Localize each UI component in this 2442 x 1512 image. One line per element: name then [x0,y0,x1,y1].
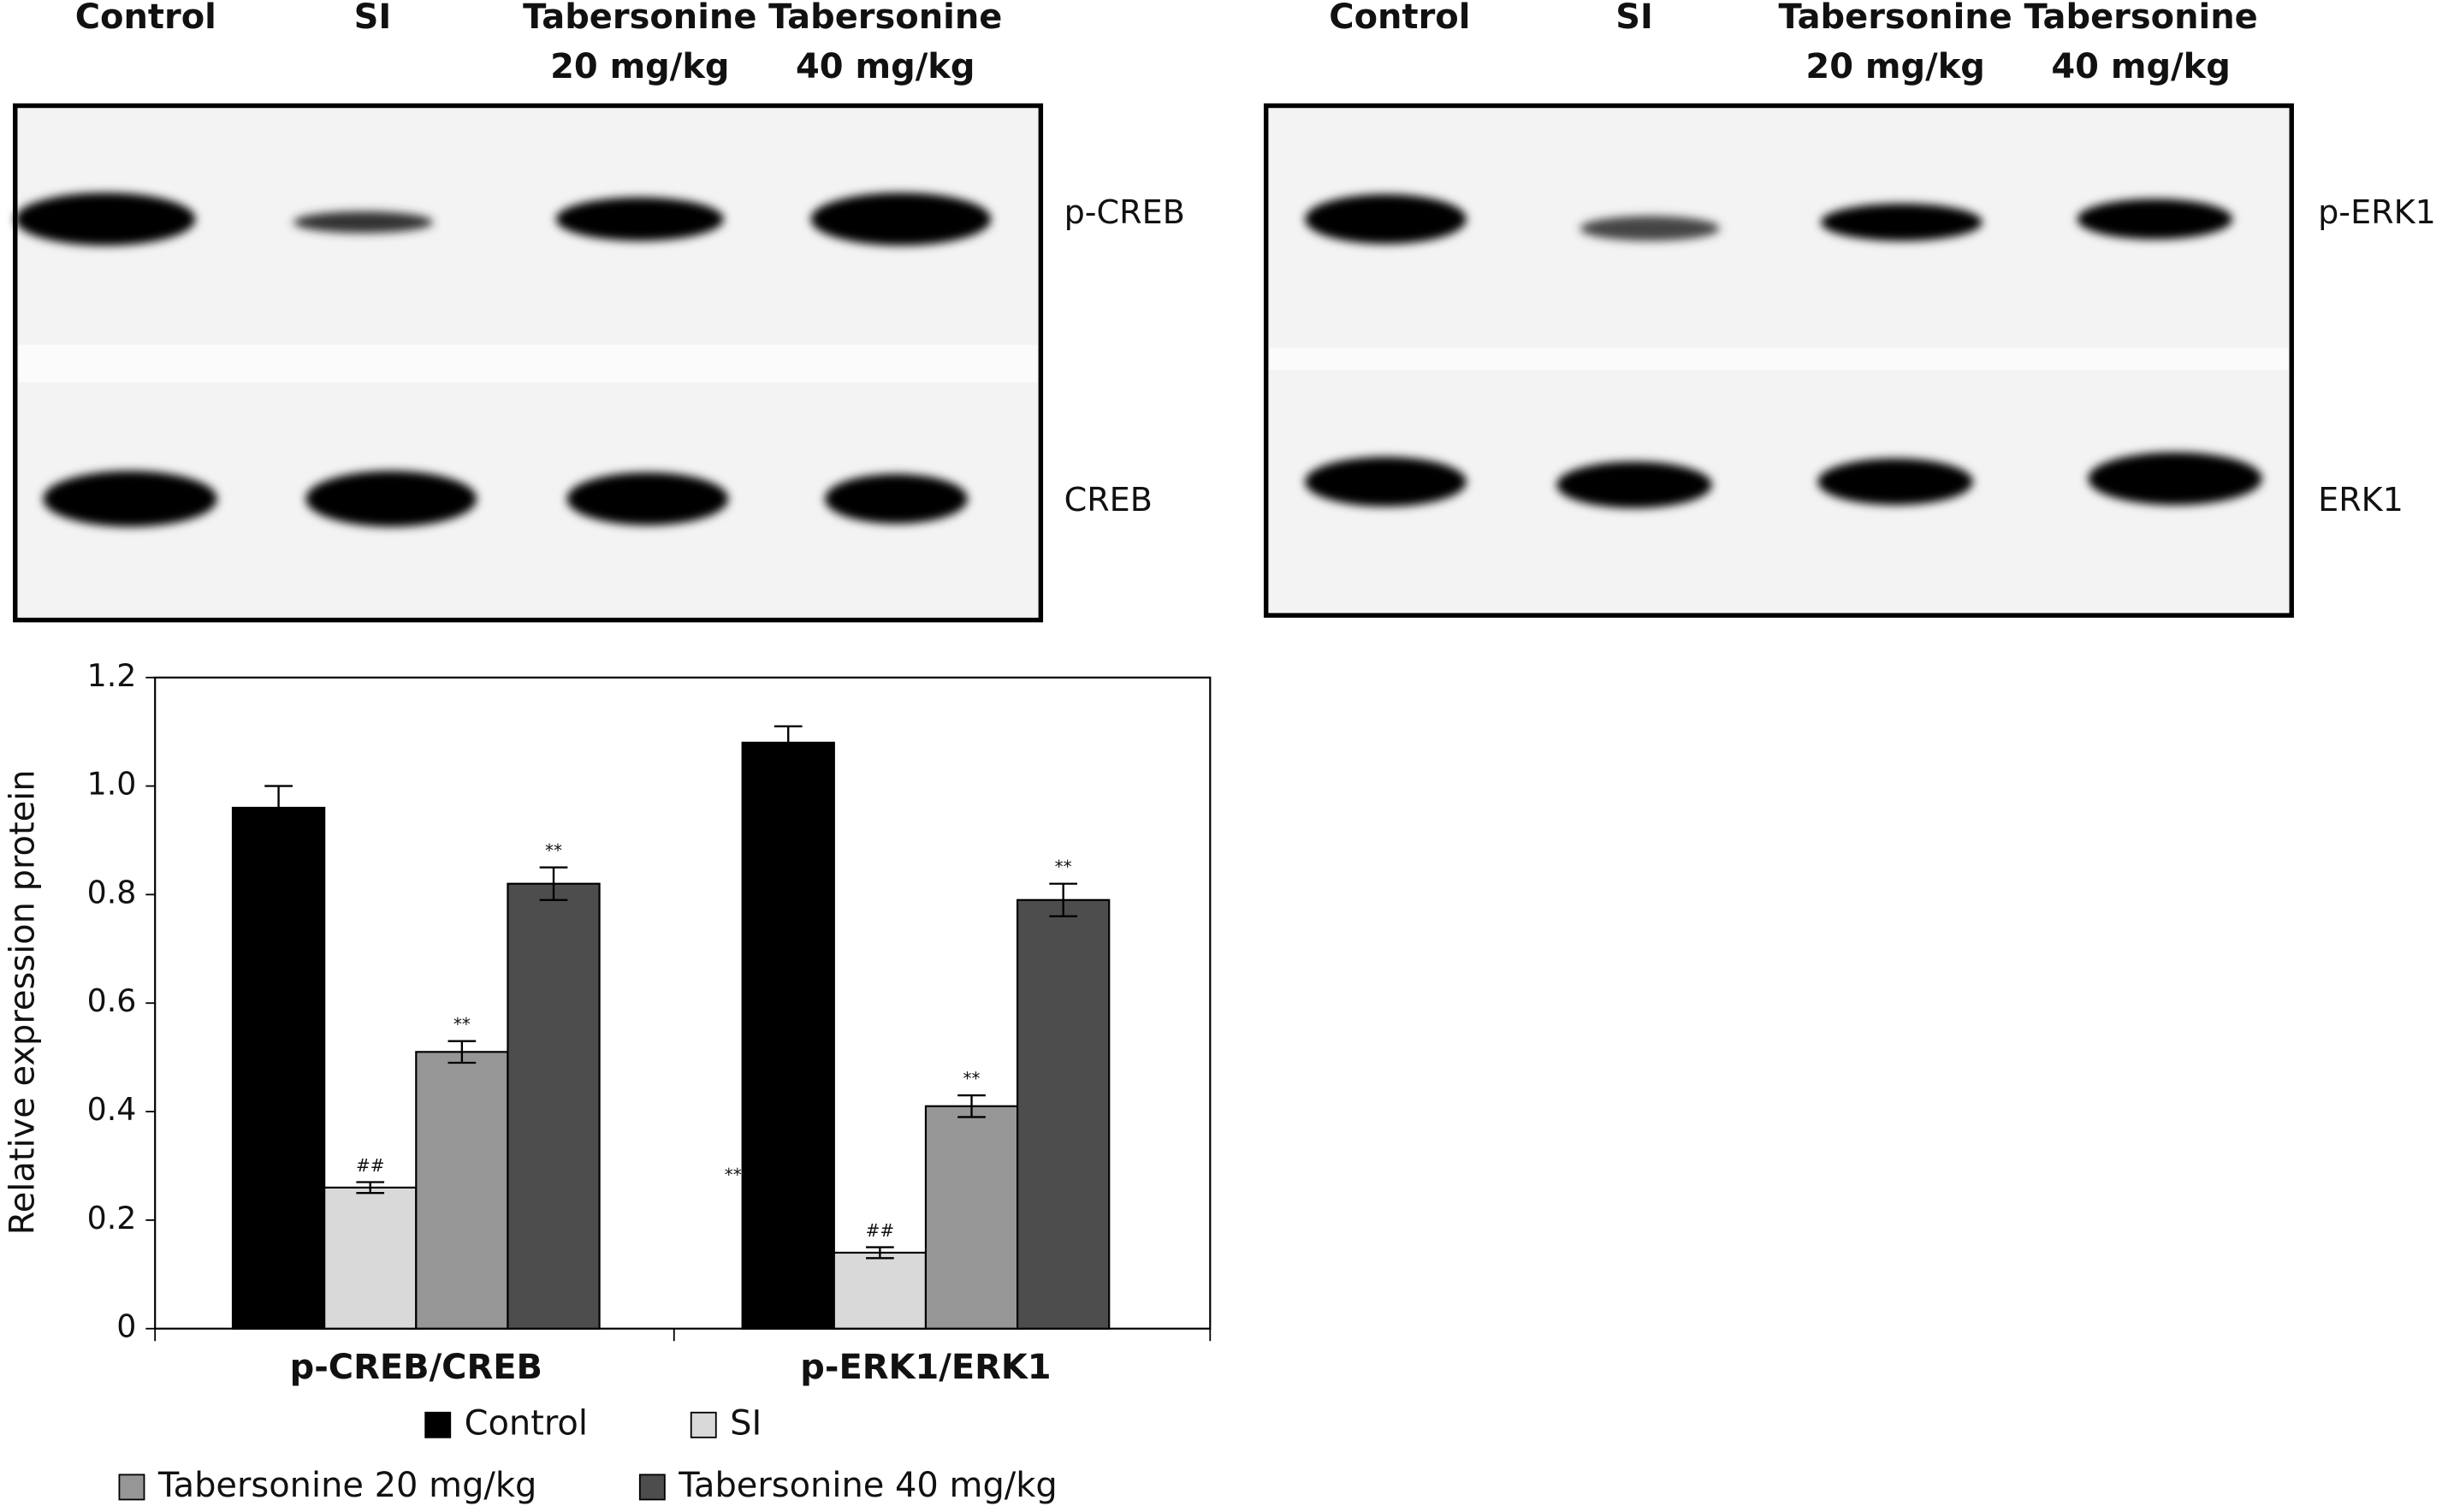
y-tick-label: 1.0 [87,766,137,803]
band [1305,194,1467,245]
bar [231,806,326,1330]
annotation: ** [545,840,562,861]
annotation: ** [1055,857,1072,877]
band-label: p-CREB [1064,193,1185,231]
y-tick-label: 0.2 [87,1200,137,1236]
legend-swatch [638,1473,666,1501]
bar [833,1251,928,1330]
bar [323,1186,418,1330]
y-tick-label: 0.4 [87,1091,137,1128]
bar [924,1105,1019,1330]
lane-label: SI [354,0,392,37]
annotation: ## [866,1220,894,1241]
band [1817,458,1973,506]
legend-swatch [690,1411,717,1438]
error-bar [539,866,568,901]
band-label: ERK1 [2318,481,2403,519]
plot: 0 0.2 0.4 0.6 0.8 1.0 1.2 p-CREB/CREB p-ERK1/ERK… [87,657,1111,1505]
error-bar [773,725,803,761]
band [824,473,968,525]
y-tick-label: 0.8 [87,874,137,910]
y-tick-label: 0.6 [87,982,137,1019]
legend-swatch [118,1473,145,1501]
error-bar [264,785,293,831]
legend-label: Tabersonine 20 mg/kg [157,1466,537,1505]
error-bar [957,1094,986,1118]
y-axis-label: Relative expression protein [3,769,43,1235]
x-tick-label: p-CREB/CREB [290,1348,542,1387]
band [43,471,217,527]
bar [1017,898,1111,1330]
band [293,210,434,234]
bar [415,1051,509,1330]
legend-label: Tabersonine 40 mg/kg [678,1466,1058,1505]
error-bar [448,1040,477,1064]
error-bar [866,1246,894,1260]
error-bar [356,1181,385,1195]
legend-label: Control [465,1403,588,1443]
lane-label: 20 mg/kg [1805,47,1984,86]
legend-label: SI [730,1403,762,1443]
y-tick-label: 0 [116,1308,136,1345]
bar [507,882,601,1330]
lane-label: Tabersonine [768,0,1002,37]
lane-label: Tabersonine [1779,0,2012,37]
band [15,193,196,246]
band [1820,203,1983,241]
band [305,471,477,527]
lane-label: 40 mg/kg [796,47,975,86]
legend-swatch [424,1411,452,1438]
blot-right [1263,103,2294,618]
band [810,193,992,246]
annotation: ** [963,1068,981,1088]
band [1580,216,1720,241]
blot-gap [18,345,1038,382]
lane-label: Control [75,0,216,37]
band [1305,456,1467,507]
band [555,197,724,241]
band-label: CREB [1064,481,1153,519]
lane-label: Tabersonine [523,0,756,37]
error-bar [1049,882,1078,917]
annotation: ** [725,1165,742,1185]
lane-label: 20 mg/kg [550,47,729,86]
band-label: p-ERK1 [2318,193,2436,231]
lane-label: SI [1615,0,1653,37]
lane-label: Control [1329,0,1470,37]
y-tick-label: 1.2 [87,657,137,694]
blot-left [13,103,1044,623]
annotation: ** [453,1014,471,1035]
band [566,472,729,525]
band [2088,452,2262,506]
x-tick-label: p-ERK1/ERK1 [800,1348,1051,1387]
band [1556,461,1712,508]
lane-label: Tabersonine [2024,0,2257,37]
blot-gap [1269,347,2289,371]
bar [741,741,835,1330]
annotation: ## [356,1155,384,1176]
band [2077,199,2233,240]
lane-label: 40 mg/kg [2051,47,2230,86]
